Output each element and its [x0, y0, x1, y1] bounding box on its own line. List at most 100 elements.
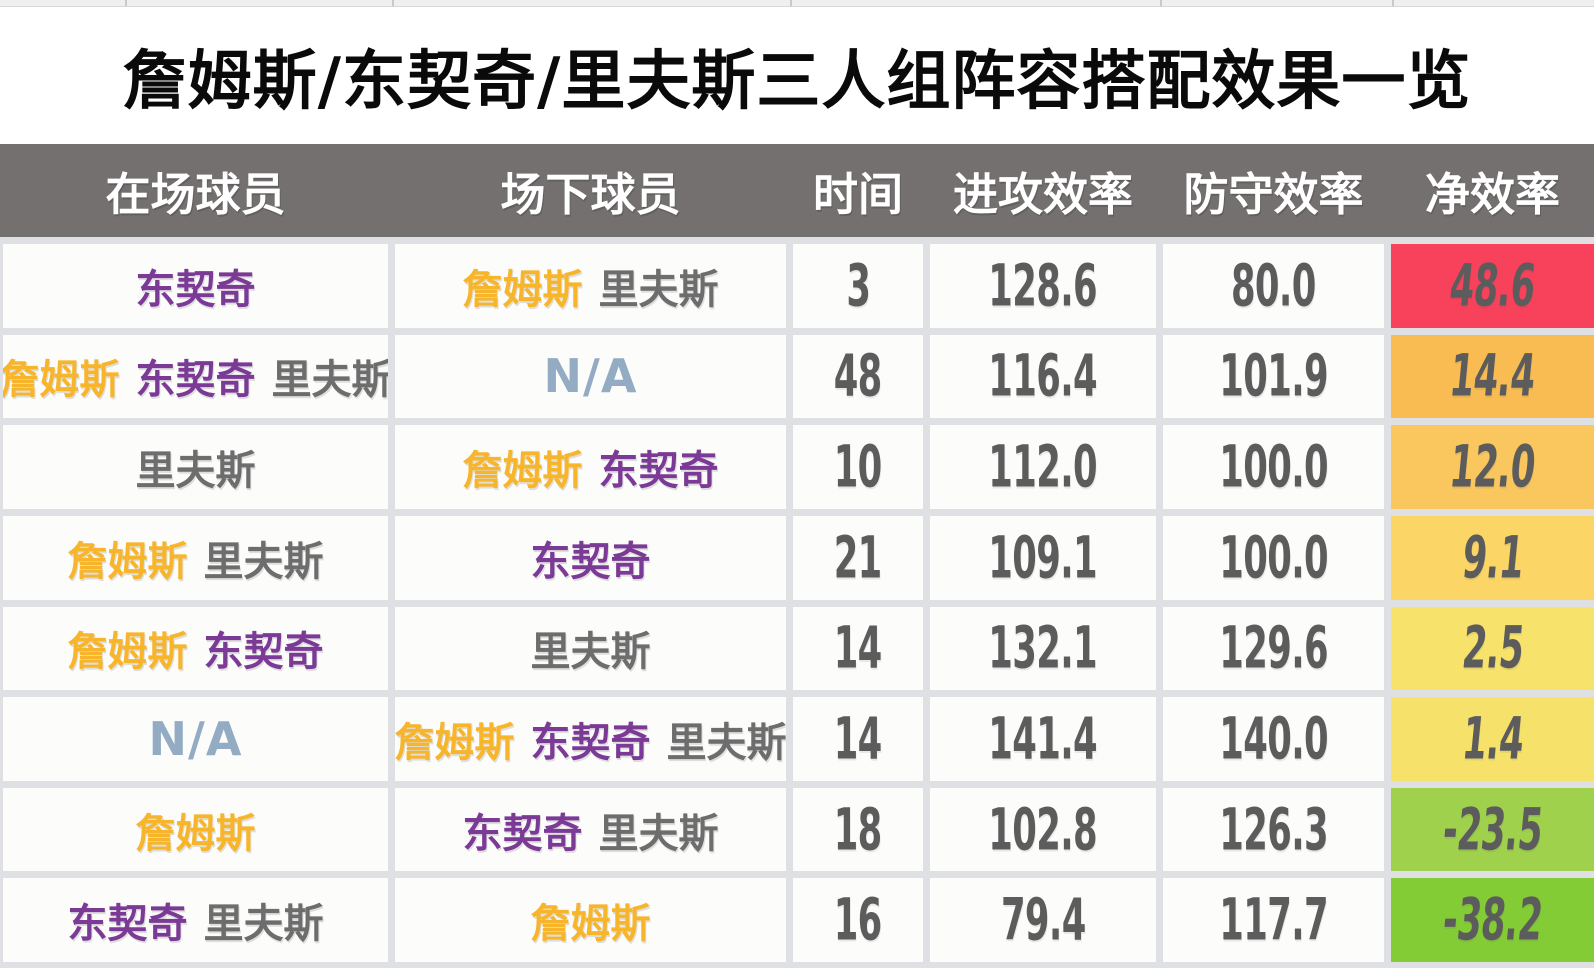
defensive-rating-value: 117.7 [1219, 886, 1328, 954]
net-rating-value: -38.2 [1439, 886, 1546, 954]
player-name: 东契奇 [67, 901, 188, 948]
defensive-rating-cell: 100.0 [1163, 425, 1384, 509]
off-court-cell: 詹姆斯 东契奇 [395, 425, 786, 509]
defensive-rating-value: 101.9 [1219, 342, 1328, 411]
player-name: 詹姆斯 [462, 266, 583, 313]
time-cell: 48 [793, 334, 923, 419]
net-rating-cell: -38.2 [1391, 878, 1594, 962]
player-name: 里夫斯 [530, 629, 651, 676]
grid-tick [1160, 0, 1162, 6]
defensive-rating-cell: 117.7 [1163, 878, 1384, 962]
offensive-rating-value: 132.1 [988, 614, 1098, 682]
on-court-cell: 詹姆斯 [3, 787, 388, 872]
time-value: 14 [834, 705, 883, 773]
player-name: 詹姆斯 [67, 629, 188, 676]
time-cell: 10 [793, 425, 923, 509]
time-value: 14 [834, 614, 883, 682]
on-court-cell: 东契奇 里夫斯 [3, 878, 388, 962]
column-header-6: 净效率 [1424, 168, 1560, 221]
player-name: 东契奇 [598, 448, 719, 495]
offensive-rating-value: 109.1 [988, 524, 1098, 592]
page-title: 詹姆斯/东契奇/里夫斯三人组阵容搭配效果一览 [122, 44, 1472, 119]
offensive-rating-value: 79.4 [1000, 886, 1086, 954]
offensive-rating-value: 102.8 [988, 795, 1098, 864]
player-name: 东契奇 [530, 538, 651, 585]
time-value: 16 [834, 886, 883, 954]
column-header-5: 防守效率 [1183, 168, 1364, 221]
on-court-cell: 詹姆斯 东契奇 里夫斯 [3, 334, 389, 419]
time-cell: 3 [793, 244, 923, 328]
net-rating-value: -23.5 [1439, 795, 1546, 864]
off-court-cell: 詹姆斯 [395, 878, 786, 962]
defensive-rating-cell: 101.9 [1163, 334, 1384, 419]
net-rating-value: 48.6 [1446, 252, 1539, 320]
table-body: 东契奇 詹姆斯 里夫斯 3 128.6 80.0 48.6 詹姆斯 东契奇 里夫斯 N/A 48 116… [0, 237, 1594, 968]
time-value: 48 [834, 342, 883, 411]
player-name: 东契奇 [135, 266, 256, 313]
on-court-cell: 里夫斯 [3, 425, 388, 509]
player-name: 詹姆斯 [135, 810, 256, 857]
player-name: 里夫斯 [203, 538, 324, 585]
offensive-rating-cell: 79.4 [930, 878, 1156, 962]
column-header-1: 在场球员 [105, 168, 286, 221]
offensive-rating-cell: 112.0 [930, 425, 1156, 509]
player-name: 里夫斯 [598, 266, 719, 313]
time-value: 18 [834, 795, 883, 864]
defensive-rating-value: 126.3 [1219, 795, 1328, 864]
defensive-rating-value: 100.0 [1219, 433, 1328, 501]
off-court-cell: 詹姆斯 里夫斯 [395, 244, 786, 328]
net-rating-value: 2.5 [1458, 614, 1527, 682]
time-cell: 16 [793, 878, 923, 962]
off-court-cell: 东契奇 [395, 515, 786, 600]
player-name: 詹姆斯 [462, 448, 583, 495]
spreadsheet-edge-strip [0, 0, 1594, 7]
offensive-rating-value: 112.0 [988, 433, 1098, 501]
net-rating-value: 9.1 [1458, 524, 1527, 592]
defensive-rating-value: 129.6 [1219, 614, 1328, 682]
defensive-rating-cell: 100.0 [1163, 515, 1384, 600]
offensive-rating-cell: 109.1 [930, 515, 1156, 600]
column-header-2: 场下球员 [500, 168, 681, 221]
player-name: 里夫斯 [271, 357, 389, 404]
time-cell: 14 [793, 606, 923, 691]
off-court-cell: 詹姆斯 东契奇 里夫斯 [395, 697, 786, 781]
offensive-rating-cell: 116.4 [930, 334, 1156, 419]
time-cell: 14 [793, 697, 923, 781]
player-name: 东契奇 [135, 357, 256, 404]
on-court-cell: 东契奇 [3, 244, 388, 328]
net-rating-cell: 12.0 [1391, 425, 1594, 509]
defensive-rating-value: 140.0 [1219, 705, 1328, 773]
grid-tick [790, 0, 792, 6]
net-rating-value: 14.4 [1446, 342, 1539, 411]
player-name: 詹姆斯 [67, 538, 188, 585]
grid-tick [1392, 0, 1394, 6]
player-name: 詹姆斯 [395, 719, 515, 766]
off-court-cell: 东契奇 里夫斯 [395, 787, 786, 872]
defensive-rating-value: 80.0 [1231, 252, 1316, 320]
off-court-cell: 里夫斯 [395, 606, 786, 691]
net-rating-value: 1.4 [1458, 705, 1527, 773]
net-rating-cell: 48.6 [1391, 244, 1594, 328]
on-court-cell: 詹姆斯 东契奇 [3, 606, 388, 691]
time-value: 3 [846, 252, 871, 320]
grid-tick [125, 0, 127, 6]
player-name: 东契奇 [462, 810, 583, 857]
time-cell: 18 [793, 787, 923, 872]
on-court-cell: N/A [3, 697, 388, 781]
net-rating-cell: 14.4 [1391, 334, 1594, 419]
column-header-4: 进攻效率 [952, 168, 1133, 221]
title-band: 詹姆斯/东契奇/里夫斯三人组阵容搭配效果一览 [0, 7, 1594, 144]
offensive-rating-cell: 128.6 [930, 244, 1156, 328]
net-rating-cell: 1.4 [1391, 697, 1594, 781]
offensive-rating-value: 128.6 [988, 252, 1098, 320]
net-rating-cell: 9.1 [1391, 515, 1594, 600]
time-value: 10 [834, 433, 883, 501]
offensive-rating-cell: 141.4 [930, 697, 1156, 781]
na-label: N/A [148, 711, 243, 766]
player-name: 詹姆斯 [530, 901, 651, 948]
net-rating-cell: 2.5 [1391, 606, 1594, 691]
player-name: 里夫斯 [203, 901, 324, 948]
offensive-rating-cell: 102.8 [930, 787, 1156, 872]
defensive-rating-cell: 129.6 [1163, 606, 1384, 691]
